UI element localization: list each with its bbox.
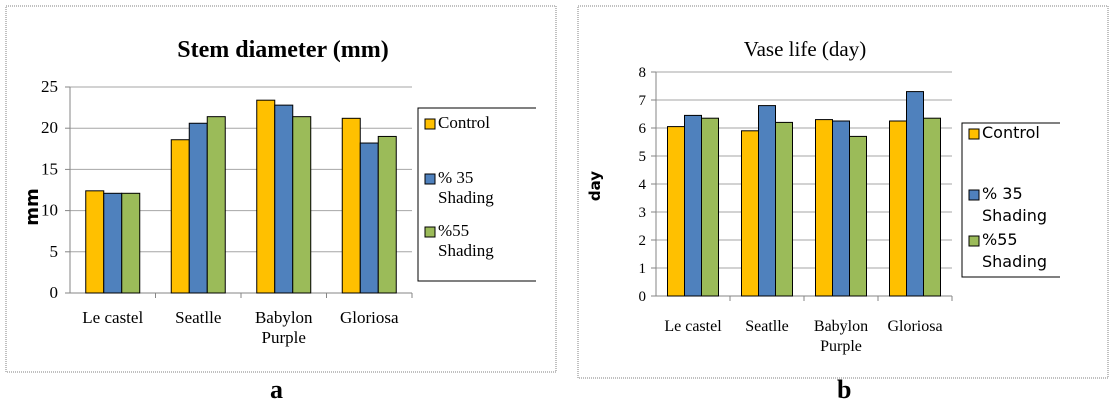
category-label-seatlle: Seatlle — [745, 318, 789, 335]
legend-label-35-shading: % 35 — [982, 184, 1023, 203]
bar-55-shading-babylon-purple — [849, 135, 867, 297]
y-tick-label: 2 — [639, 233, 647, 249]
vase-life-chart: Vase life (day) 0 1 2 3 4 5 6 7 8 day Le castel Seat… — [577, 5, 1109, 379]
legend-swatch-55-shading — [968, 235, 980, 247]
category-label-babylon-purple: Purple — [262, 328, 306, 347]
category-label-le-castel: Le castel — [664, 318, 722, 335]
chart-panel-a: Stem diameter (mm) 0 5 10 15 20 25 mm Le castel S… — [5, 5, 557, 404]
y-tick-label: 1 — [639, 261, 647, 277]
legend-label-control: Control — [438, 113, 490, 132]
legend-label-55-shading: Shading — [982, 252, 1047, 271]
legend-swatch-35-shading — [968, 189, 980, 201]
y-tick-label: 5 — [639, 149, 647, 165]
legend-label-35-shading: Shading — [438, 188, 494, 207]
bar-55-shading-gloriosa — [923, 117, 941, 297]
panel-label-a: a — [270, 375, 283, 404]
category-label-gloriosa: Gloriosa — [340, 308, 399, 327]
y-tick-label: 0 — [639, 289, 647, 305]
bar-control-seatlle — [741, 130, 759, 297]
y-tick-label: 7 — [639, 93, 647, 109]
bar-55-shading-le-castel — [121, 192, 141, 294]
bar-control-gloriosa — [341, 117, 361, 294]
bar-35-shading-le-castel — [103, 192, 123, 294]
chart-title: Stem diameter (mm) — [177, 37, 388, 63]
bar-55-shading-seatlle — [206, 116, 226, 294]
y-axis-label: day — [586, 171, 604, 201]
chart-frame — [5, 5, 557, 373]
legend-label-35-shading: Shading — [982, 206, 1047, 225]
category-label-babylon-purple: Purple — [820, 338, 862, 355]
legend-label-control: Control — [982, 123, 1040, 142]
panel-label-b: b — [837, 375, 852, 404]
bar-55-shading-gloriosa — [377, 135, 397, 294]
category-label-gloriosa: Gloriosa — [887, 318, 942, 335]
legend-box — [961, 122, 1060, 278]
bar-55-shading-babylon-purple — [292, 116, 312, 294]
legend-swatch-control — [424, 118, 436, 130]
y-tick-label: 5 — [50, 242, 59, 261]
y-tick-label: 6 — [639, 121, 647, 137]
legend-swatch-55-shading — [424, 226, 436, 238]
y-axis-label: mm — [22, 188, 43, 226]
category-label-le-castel: Le castel — [82, 308, 143, 327]
stem-diameter-chart: Stem diameter (mm) 0 5 10 15 20 25 mm Le castel S… — [5, 5, 557, 373]
legend-box — [417, 107, 536, 282]
bar-control-le-castel — [667, 126, 685, 297]
bar-35-shading-seatlle — [758, 105, 776, 297]
bar-55-shading-le-castel — [701, 117, 719, 297]
bar-control-babylon-purple — [815, 119, 833, 297]
bar-control-gloriosa — [889, 120, 907, 297]
bar-control-le-castel — [85, 190, 105, 294]
legend-swatch-control — [968, 128, 980, 140]
y-tick-label: 8 — [639, 65, 647, 81]
chart-frame — [577, 5, 1109, 379]
y-tick-label: 15 — [41, 159, 58, 178]
bar-control-babylon-purple — [256, 99, 276, 294]
bar-35-shading-babylon-purple — [832, 120, 850, 297]
bar-55-shading-seatlle — [775, 121, 793, 297]
bar-control-seatlle — [170, 139, 190, 294]
y-tick-label: 20 — [41, 118, 58, 137]
y-tick-label: 25 — [41, 77, 58, 96]
bar-35-shading-gloriosa — [359, 142, 379, 294]
y-tick-label: 3 — [639, 205, 647, 221]
legend-swatch-35-shading — [424, 173, 436, 185]
bar-35-shading-gloriosa — [906, 91, 924, 297]
chart-title: Vase life (day) — [744, 37, 866, 61]
y-tick-label: 10 — [41, 201, 58, 220]
legend-label-35-shading: % 35 — [438, 168, 473, 187]
category-label-babylon-purple: Babylon — [255, 308, 313, 327]
y-tick-label: 0 — [50, 283, 59, 302]
bar-35-shading-le-castel — [684, 114, 702, 297]
chart-panel-b: Vase life (day) 0 1 2 3 4 5 6 7 8 day Le castel Seat… — [574, 0, 1112, 409]
legend-label-55-shading: %55 — [982, 230, 1018, 249]
category-label-seatlle: Seatlle — [175, 308, 221, 327]
legend-label-55-shading: %55 — [438, 221, 469, 240]
category-label-babylon-purple: Babylon — [814, 318, 868, 335]
bar-35-shading-babylon-purple — [274, 104, 294, 294]
bar-35-shading-seatlle — [188, 122, 208, 294]
y-tick-label: 4 — [639, 177, 647, 193]
legend-label-55-shading: Shading — [438, 241, 494, 260]
